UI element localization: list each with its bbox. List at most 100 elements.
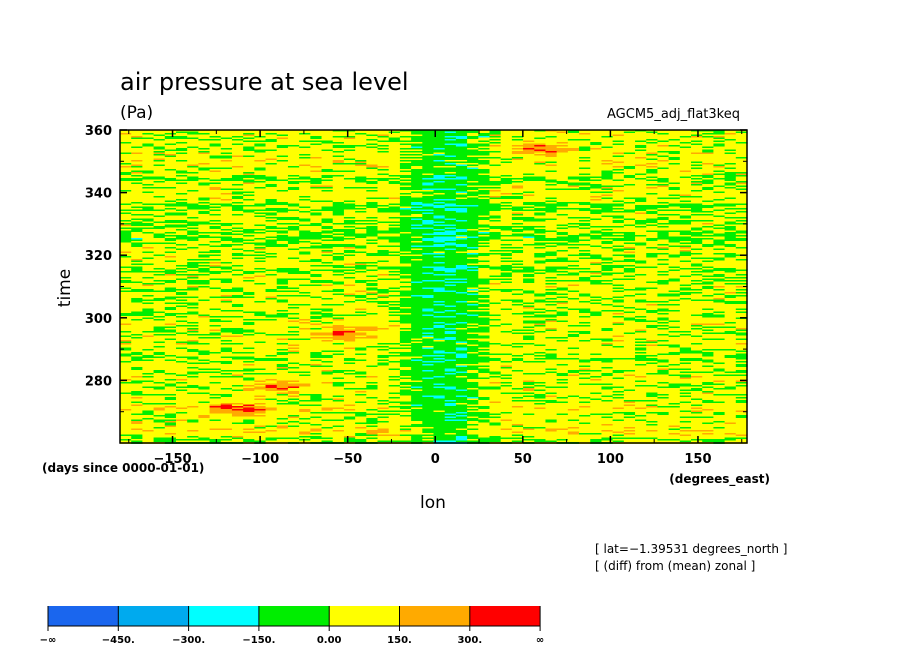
heatmap-cell xyxy=(254,155,267,158)
heatmap-cell xyxy=(399,130,412,132)
heatmap-cell xyxy=(310,206,323,209)
heatmap-cell xyxy=(287,242,300,245)
heatmap-cell xyxy=(310,229,323,231)
heatmap-cell xyxy=(511,218,524,221)
heatmap-cell xyxy=(265,202,278,204)
heatmap-cell xyxy=(377,170,390,173)
heatmap-cell xyxy=(276,232,289,234)
heatmap-cell xyxy=(511,227,524,230)
heatmap-cell xyxy=(668,224,681,227)
heatmap-cell xyxy=(679,230,692,233)
heatmap-cell xyxy=(511,244,524,246)
heatmap-cell xyxy=(534,197,547,200)
heatmap-cell xyxy=(724,169,737,171)
heatmap-cell xyxy=(220,185,233,188)
heatmap-cell xyxy=(545,224,558,227)
heatmap-cell xyxy=(287,214,300,216)
heatmap-cell xyxy=(500,148,513,150)
heatmap-cell xyxy=(131,203,143,206)
heatmap-cell xyxy=(220,214,233,216)
heatmap-cell xyxy=(220,172,233,174)
heatmap-cell xyxy=(321,245,334,248)
heatmap-cell xyxy=(310,134,323,137)
heatmap-cell xyxy=(164,236,177,239)
heatmap-cell xyxy=(164,184,177,186)
heatmap-cell xyxy=(691,169,703,171)
heatmap-cell xyxy=(343,238,356,240)
heatmap-cell xyxy=(153,197,166,200)
heatmap-cell xyxy=(231,245,244,248)
heatmap-cell xyxy=(399,242,412,245)
heatmap-cell xyxy=(343,149,356,152)
heatmap-cell xyxy=(444,202,457,204)
heatmap-cell xyxy=(635,241,647,243)
heatmap-cell xyxy=(545,158,558,161)
heatmap-cell xyxy=(399,241,412,243)
heatmap-cell xyxy=(131,226,143,228)
heatmap-cell xyxy=(198,196,211,198)
heatmap-cell xyxy=(433,131,446,134)
heatmap-cell xyxy=(635,187,647,189)
heatmap-cell xyxy=(366,194,379,197)
heatmap-cell xyxy=(545,169,558,171)
heatmap-cell xyxy=(355,160,367,162)
heatmap-cell xyxy=(635,196,647,198)
heatmap-cell xyxy=(612,200,625,203)
heatmap-cell xyxy=(433,169,446,171)
heatmap-cell xyxy=(455,172,468,174)
heatmap-cell xyxy=(276,239,289,242)
heatmap-cell xyxy=(567,148,580,150)
heatmap-cell xyxy=(579,131,591,134)
heatmap-cell xyxy=(153,178,166,180)
heatmap-cell xyxy=(198,247,211,249)
heatmap-cell xyxy=(679,149,692,152)
heatmap-cell xyxy=(691,170,703,173)
heatmap-cell xyxy=(646,152,659,155)
heatmap-cell xyxy=(657,137,670,140)
heatmap-cell xyxy=(231,214,244,216)
heatmap-cell xyxy=(355,232,367,234)
heatmap-cell xyxy=(265,212,278,215)
heatmap-cell xyxy=(455,220,468,222)
heatmap-cell xyxy=(444,250,457,252)
heatmap-cell xyxy=(153,139,166,141)
heatmap-cell xyxy=(713,193,726,195)
heatmap-cell xyxy=(511,163,524,165)
heatmap-cell xyxy=(366,230,379,233)
heatmap-cell xyxy=(612,148,625,150)
heatmap-cell xyxy=(422,236,435,239)
heatmap-cell xyxy=(668,184,681,186)
heatmap-cell xyxy=(231,208,244,210)
heatmap-cell xyxy=(254,148,267,150)
heatmap-cell xyxy=(433,211,446,213)
heatmap-cell xyxy=(556,164,569,167)
heatmap-cell xyxy=(120,230,132,233)
heatmap-cell xyxy=(243,217,255,219)
heatmap-cell xyxy=(567,176,580,179)
heatmap-cell xyxy=(355,215,367,218)
heatmap-cell xyxy=(355,218,367,221)
heatmap-cell xyxy=(198,241,211,243)
heatmap-cell xyxy=(545,194,558,197)
heatmap-cell xyxy=(444,208,457,210)
heatmap-cell xyxy=(366,161,379,164)
heatmap-cell xyxy=(724,209,737,212)
heatmap-cell xyxy=(612,248,625,251)
heatmap-cell xyxy=(187,185,199,188)
heatmap-cell xyxy=(467,190,479,192)
heatmap-cell xyxy=(679,245,692,248)
heatmap-cell xyxy=(220,218,233,221)
heatmap-cell xyxy=(534,214,547,216)
heatmap-cell xyxy=(455,167,468,170)
heatmap-cell xyxy=(735,167,748,170)
heatmap-cell xyxy=(153,199,166,201)
heatmap-cell xyxy=(187,247,199,249)
heatmap-cell xyxy=(164,146,177,149)
heatmap-cell xyxy=(724,184,737,186)
heatmap-cell xyxy=(556,236,569,239)
heatmap-cell xyxy=(702,164,715,167)
heatmap-cell xyxy=(377,230,390,233)
heatmap-cell xyxy=(265,245,278,248)
heatmap-cell xyxy=(590,158,603,161)
